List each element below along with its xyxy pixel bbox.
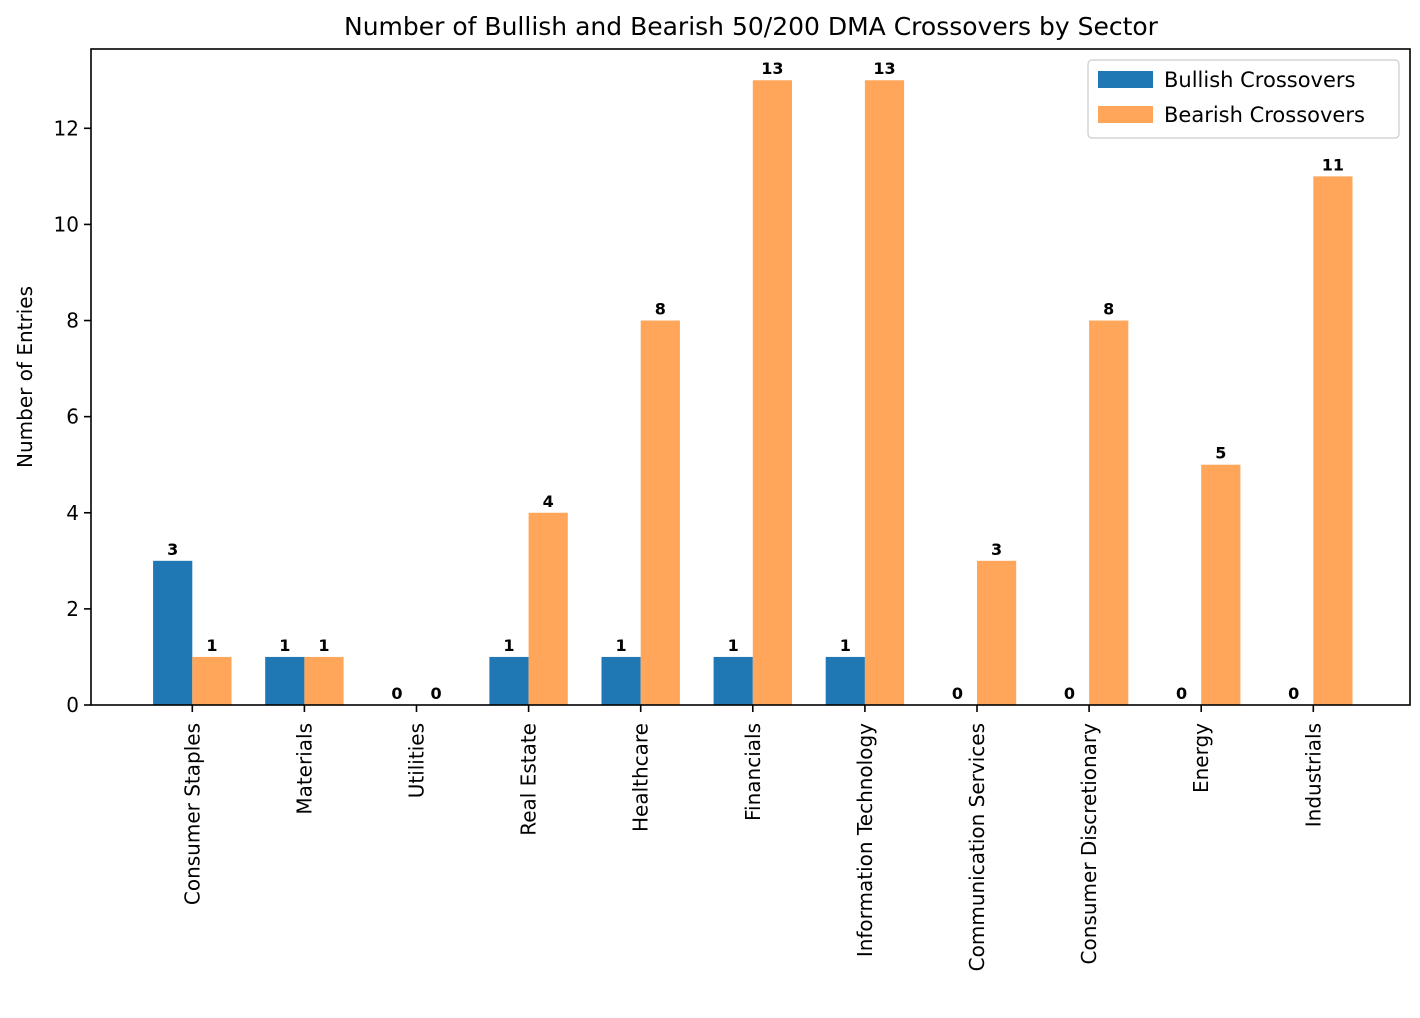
legend-swatch-bullish-crossovers xyxy=(1098,71,1153,88)
y-tick-label: 0 xyxy=(66,693,79,717)
bar-bearish-crossovers-materials xyxy=(304,656,344,705)
x-tick-label-industrials: Industrials xyxy=(1301,723,1325,827)
data-label-bearish-crossovers-healthcare: 8 xyxy=(655,300,666,319)
y-tick-label: 6 xyxy=(66,405,79,429)
x-tick-label-consumer-staples: Consumer Staples xyxy=(180,723,204,905)
y-tick-label: 4 xyxy=(66,501,79,525)
x-tick-label-healthcare: Healthcare xyxy=(629,723,653,832)
bar-bullish-crossovers-consumer-staples xyxy=(153,560,193,705)
x-tick-label-financials: Financials xyxy=(741,723,765,821)
data-label-bearish-crossovers-industrials: 11 xyxy=(1322,155,1344,174)
bar-bullish-crossovers-information-technology xyxy=(825,656,865,705)
data-label-bullish-crossovers-information-technology: 1 xyxy=(840,636,851,655)
data-label-bullish-crossovers-healthcare: 1 xyxy=(616,636,627,655)
data-label-bearish-crossovers-utilities: 0 xyxy=(431,684,442,703)
data-label-bearish-crossovers-energy: 5 xyxy=(1215,444,1226,463)
x-tick-label-communication-services: Communication Services xyxy=(965,723,989,971)
data-label-bullish-crossovers-materials: 1 xyxy=(279,636,290,655)
x-tick-label-materials: Materials xyxy=(292,723,316,815)
legend: Bullish Crossovers Bearish Crossovers xyxy=(1087,59,1400,139)
bar-bearish-crossovers-healthcare xyxy=(640,320,680,705)
chart-title: Number of Bullish and Bearish 50/200 DMA… xyxy=(344,12,1159,41)
data-label-bullish-crossovers-utilities: 0 xyxy=(391,684,402,703)
data-label-bullish-crossovers-communication-services: 0 xyxy=(952,684,963,703)
y-tick-label: 8 xyxy=(66,309,79,333)
legend-swatch-bearish-crossovers xyxy=(1098,106,1153,123)
bar-bullish-crossovers-healthcare xyxy=(601,656,641,705)
legend-label-bearish-crossovers: Bearish Crossovers xyxy=(1164,103,1365,127)
x-axis: Consumer Staples Materials Utilities Real E… xyxy=(180,705,1325,971)
bar-bearish-crossovers-energy xyxy=(1201,464,1241,705)
data-label-bearish-crossovers-materials: 1 xyxy=(318,636,329,655)
data-label-bullish-crossovers-consumer-discretionary: 0 xyxy=(1064,684,1075,703)
data-label-bearish-crossovers-information-technology: 13 xyxy=(873,59,895,78)
y-tick-label: 12 xyxy=(54,116,79,140)
bar-bearish-crossovers-consumer-discretionary xyxy=(1089,320,1129,705)
data-label-bearish-crossovers-communication-services: 3 xyxy=(991,540,1002,559)
bar-bearish-crossovers-industrials xyxy=(1313,176,1353,706)
data-label-bearish-crossovers-consumer-discretionary: 8 xyxy=(1103,300,1114,319)
bar-bullish-crossovers-financials xyxy=(713,656,753,705)
x-tick-label-real-estate: Real Estate xyxy=(517,723,541,836)
x-tick-label-information-technology: Information Technology xyxy=(853,723,877,957)
legend-label-bullish-crossovers: Bullish Crossovers xyxy=(1164,68,1355,92)
data-label-bearish-crossovers-financials: 13 xyxy=(761,59,783,78)
data-label-bullish-crossovers-financials: 1 xyxy=(728,636,739,655)
data-label-bearish-crossovers-real-estate: 4 xyxy=(543,492,554,511)
x-tick-label-energy: Energy xyxy=(1189,723,1213,793)
bar-bearish-crossovers-information-technology xyxy=(864,80,905,706)
plot-frame xyxy=(90,48,1411,706)
x-tick-label-utilities: Utilities xyxy=(405,723,429,798)
bar-bullish-crossovers-real-estate xyxy=(489,656,529,705)
data-label-bullish-crossovers-energy: 0 xyxy=(1176,684,1187,703)
x-tick-label-consumer-discretionary: Consumer Discretionary xyxy=(1077,723,1101,965)
data-label-bullish-crossovers-industrials: 0 xyxy=(1288,684,1299,703)
bars-group xyxy=(153,80,1353,706)
y-axis: 0 2 4 6 8 10 12 xyxy=(54,116,91,717)
data-label-bearish-crossovers-consumer-staples: 1 xyxy=(206,636,217,655)
bar-bearish-crossovers-real-estate xyxy=(528,512,568,705)
data-label-bullish-crossovers-real-estate: 1 xyxy=(503,636,514,655)
bar-bearish-crossovers-financials xyxy=(752,80,792,706)
y-tick-label: 10 xyxy=(54,212,79,236)
data-label-bullish-crossovers-consumer-staples: 3 xyxy=(167,540,178,559)
bar-bullish-crossovers-materials xyxy=(265,656,305,705)
y-tick-label: 2 xyxy=(66,597,79,621)
y-axis-label: Number of Entries xyxy=(13,286,37,468)
bar-bearish-crossovers-communication-services xyxy=(977,560,1017,705)
bar-bearish-crossovers-consumer-staples xyxy=(192,656,232,705)
legend-box xyxy=(1087,59,1400,139)
